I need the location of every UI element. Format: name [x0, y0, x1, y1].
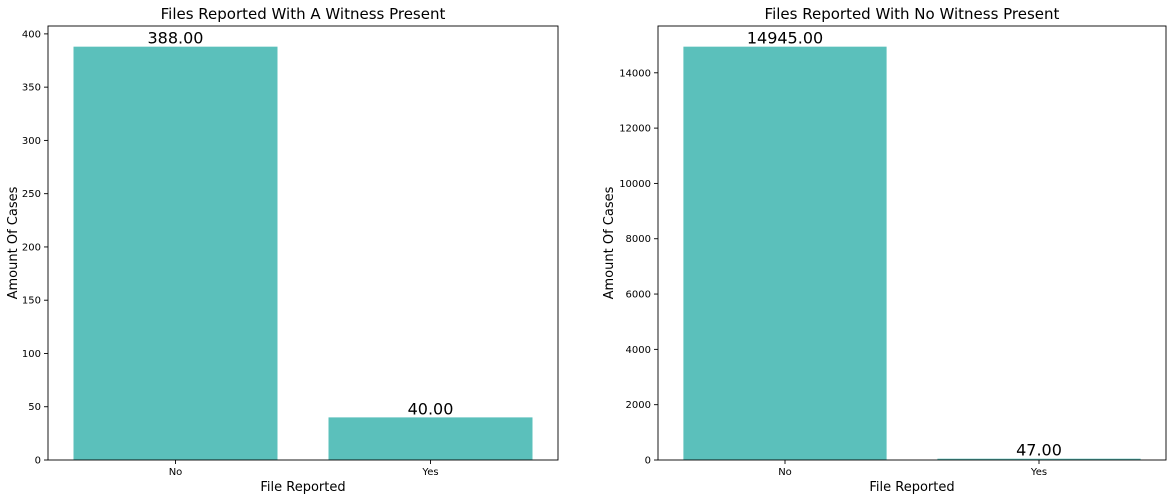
plot-frame: [47, 25, 559, 461]
data-label: 40.00: [408, 399, 454, 418]
y-tick-label: 300: [22, 136, 41, 147]
x-axis-label: File Reported: [260, 480, 345, 495]
y-tick-label: 250: [22, 189, 41, 200]
y-tick-label: 350: [22, 83, 41, 94]
y-tick-label: 2000: [626, 400, 651, 411]
y-tick-label: 10000: [619, 179, 651, 190]
x-tick-label: Yes: [421, 467, 438, 478]
y-tick-label: 8000: [626, 234, 651, 245]
bar-yes: [937, 458, 1141, 460]
data-label: 14945.00: [747, 29, 823, 48]
x-tick-label: No: [778, 467, 792, 478]
bar-no: [73, 46, 278, 461]
y-tick-label: 12000: [619, 124, 651, 135]
y-axis-label: Amount Of Cases: [602, 186, 617, 299]
y-tick-label: 150: [22, 296, 41, 307]
bar-yes: [328, 417, 533, 460]
y-tick-label: 0: [645, 456, 651, 467]
chart-title: Files Reported With A Witness Present: [161, 5, 446, 23]
data-label: 47.00: [1016, 441, 1062, 460]
data-label: 388.00: [148, 29, 204, 48]
y-tick-label: 4000: [626, 345, 651, 356]
y-tick-label: 50: [28, 402, 41, 413]
y-tick-label: 100: [22, 349, 41, 360]
y-tick-label: 400: [22, 29, 41, 40]
x-tick-label: Yes: [1030, 467, 1047, 478]
y-tick-label: 14000: [619, 68, 651, 79]
y-tick-label: 6000: [626, 290, 651, 301]
x-axis-label: File Reported: [869, 480, 954, 495]
chart-panel-no-witness-present: 14945.00 47.00 0 2000 4000 6000 8000 10000 12000…: [602, 5, 1167, 495]
y-tick-label: 200: [22, 242, 41, 253]
y-axis-label: Amount Of Cases: [6, 186, 21, 299]
chart-panel-witness-present: 388.00 40.00 0 50 100 150 200 250 300 350 400 No Yes…: [6, 5, 559, 495]
plot-frame: [657, 25, 1167, 461]
y-tick-label: 0: [35, 456, 41, 467]
chart-title: Files Reported With No Witness Present: [765, 5, 1060, 23]
x-tick-label: No: [169, 467, 183, 478]
bar-no: [683, 46, 887, 460]
